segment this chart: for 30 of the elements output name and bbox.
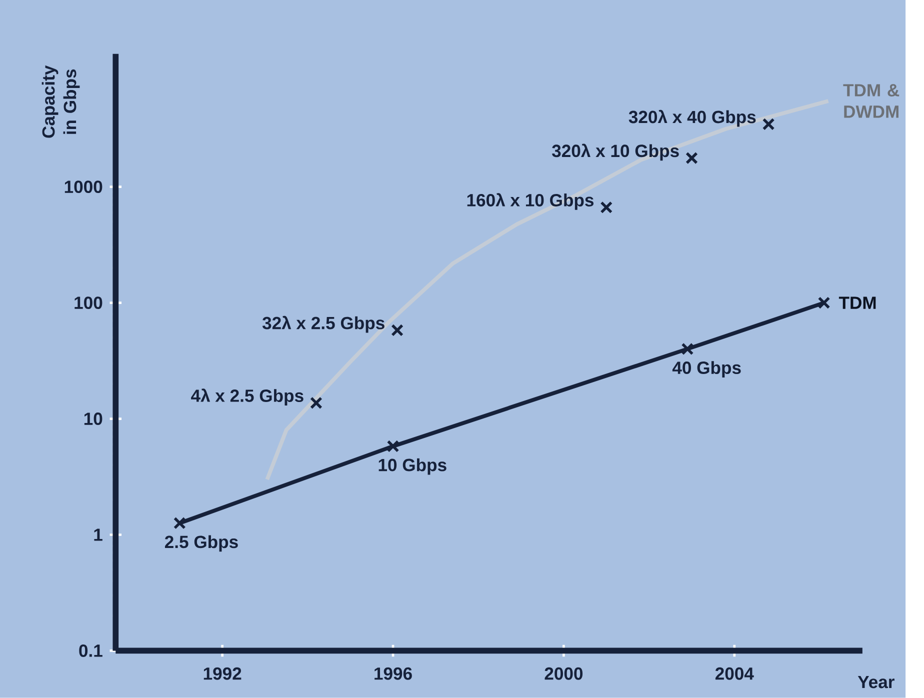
annotation: 4λ x 2.5 Gbps	[191, 388, 304, 406]
annotation: 160λ x 10 Gbps	[467, 193, 594, 210]
y-axis-title: Capacity in Gbps	[42, 65, 80, 138]
x-tick-label: 1992	[204, 667, 242, 680]
y-tick-label: 1	[94, 528, 102, 541]
y-tick-label: 10	[84, 412, 102, 426]
x-tick-label: 2000	[544, 667, 583, 680]
y-tick-label: 1000	[64, 180, 102, 194]
point	[600, 201, 613, 214]
series-label: TDM	[838, 296, 876, 309]
x-axis-title: Year	[858, 676, 894, 688]
point	[818, 296, 830, 310]
annotation: 320λ x 10 Gbps	[552, 144, 679, 161]
point	[686, 152, 698, 164]
point	[173, 517, 186, 530]
annotation: 320λ x 40 Gbps	[628, 110, 756, 127]
point	[391, 324, 404, 337]
annotation: 40 Gbps	[672, 361, 741, 378]
point	[386, 440, 400, 453]
annotation: 32λ x 2.5 Gbps	[262, 316, 384, 333]
point	[310, 396, 322, 410]
annotation: 10 Gbps	[378, 458, 446, 475]
annotation: 2.5 Gbps	[164, 535, 238, 552]
point	[762, 118, 775, 130]
x-tick-label: 1996	[374, 667, 412, 680]
x-tick-label: 2004	[715, 667, 754, 680]
y-tick-label: 100	[74, 296, 102, 310]
series-label: TDM & DWDM	[843, 84, 900, 118]
y-tick-label: 0.1	[79, 644, 102, 658]
point	[681, 342, 694, 356]
